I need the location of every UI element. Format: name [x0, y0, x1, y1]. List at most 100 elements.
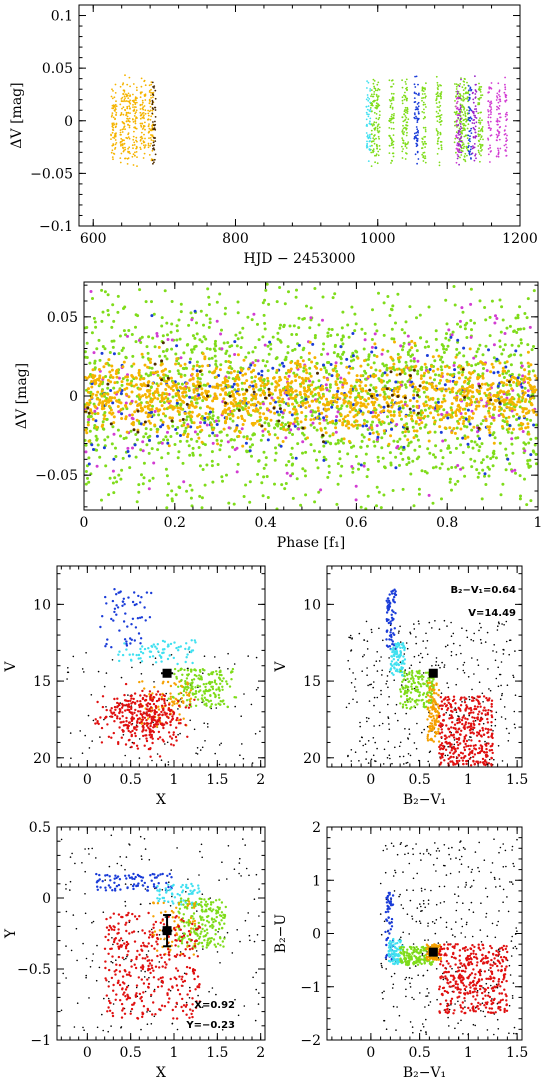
- data-point: [340, 464, 344, 468]
- data-point: [423, 404, 426, 408]
- data-point: [121, 128, 124, 131]
- data-point: [470, 395, 474, 399]
- data-point: [103, 399, 107, 403]
- data-point: [148, 98, 151, 101]
- data-point: [424, 140, 426, 143]
- data-point: [370, 95, 372, 98]
- data-point: [490, 127, 492, 130]
- data-point: [170, 338, 174, 342]
- data-point: [375, 121, 378, 124]
- data-point: [383, 431, 387, 435]
- data-point: [200, 387, 204, 391]
- data-point: [395, 446, 399, 450]
- data-point: [373, 400, 377, 404]
- data-point: [528, 325, 532, 329]
- data-point: [215, 434, 219, 438]
- data-point: [466, 127, 469, 130]
- data-point: [155, 430, 159, 434]
- data-point: [235, 344, 239, 348]
- data-point: [392, 127, 395, 130]
- data-point: [472, 119, 475, 121]
- data-point: [399, 344, 403, 348]
- data-point: [243, 392, 247, 396]
- data-point: [435, 129, 438, 132]
- data-point: [422, 374, 426, 378]
- data-point: [378, 110, 381, 113]
- data-point: [496, 96, 499, 99]
- data-point: [511, 396, 514, 400]
- data-point: [424, 87, 426, 89]
- data-point: [390, 85, 392, 88]
- data-point: [496, 118, 499, 120]
- data-point: [223, 376, 227, 380]
- data-point: [462, 114, 465, 116]
- data-point: [168, 399, 172, 403]
- data-point: [496, 123, 499, 126]
- data-point: [493, 405, 497, 409]
- data-point: [149, 145, 152, 147]
- data-point: [134, 101, 137, 104]
- data-point: [215, 319, 219, 323]
- data-point: [287, 290, 290, 294]
- data-point: [382, 429, 386, 433]
- data-point: [154, 116, 157, 118]
- data-point: [411, 404, 415, 408]
- data-point: [210, 423, 214, 427]
- data-point: [182, 433, 186, 437]
- data-point: [129, 112, 131, 115]
- data-point: [328, 434, 332, 438]
- data-point: [106, 386, 110, 390]
- data-point: [281, 440, 285, 443]
- data-point: [321, 402, 325, 406]
- data-point: [166, 333, 169, 337]
- data-point: [464, 412, 468, 415]
- data-point: [335, 369, 339, 373]
- data-point: [109, 389, 113, 392]
- data-point: [383, 465, 386, 469]
- data-point: [435, 348, 439, 352]
- data-point: [203, 421, 207, 425]
- data-point: [251, 350, 255, 354]
- data-point: [506, 118, 508, 121]
- data-point: [147, 109, 150, 112]
- data-point: [378, 126, 381, 129]
- data-point: [181, 418, 185, 421]
- data-point: [447, 387, 451, 391]
- data-point: [414, 420, 418, 424]
- data-point: [439, 430, 443, 434]
- data-point: [154, 140, 157, 143]
- data-point: [278, 391, 282, 395]
- data-point: [259, 376, 263, 380]
- data-point: [505, 420, 509, 424]
- data-point: [424, 93, 426, 95]
- data-point: [483, 362, 487, 366]
- data-point: [366, 134, 369, 137]
- data-point: [303, 401, 307, 405]
- data-point: [479, 138, 482, 141]
- data-point: [370, 129, 373, 132]
- data-point: [428, 451, 432, 455]
- data-point: [455, 88, 458, 90]
- data-point: [269, 410, 273, 414]
- data-point: [284, 482, 288, 485]
- data-point: [151, 381, 155, 385]
- data-point: [133, 106, 136, 108]
- data-point: [169, 435, 173, 438]
- data-point: [489, 422, 493, 426]
- data-point: [147, 125, 150, 128]
- data-point: [392, 83, 395, 85]
- data-point: [133, 410, 137, 414]
- data-point: [113, 391, 117, 395]
- data-point: [171, 381, 175, 385]
- data-point: [127, 157, 130, 160]
- data-point: [135, 136, 138, 139]
- data-point: [295, 366, 299, 370]
- data-point: [517, 395, 521, 399]
- data-point: [452, 361, 456, 365]
- data-point: [293, 424, 297, 428]
- data-point: [401, 86, 404, 89]
- data-point: [152, 393, 156, 397]
- data-point: [185, 418, 188, 422]
- data-point: [111, 469, 115, 473]
- data-point: [111, 149, 114, 152]
